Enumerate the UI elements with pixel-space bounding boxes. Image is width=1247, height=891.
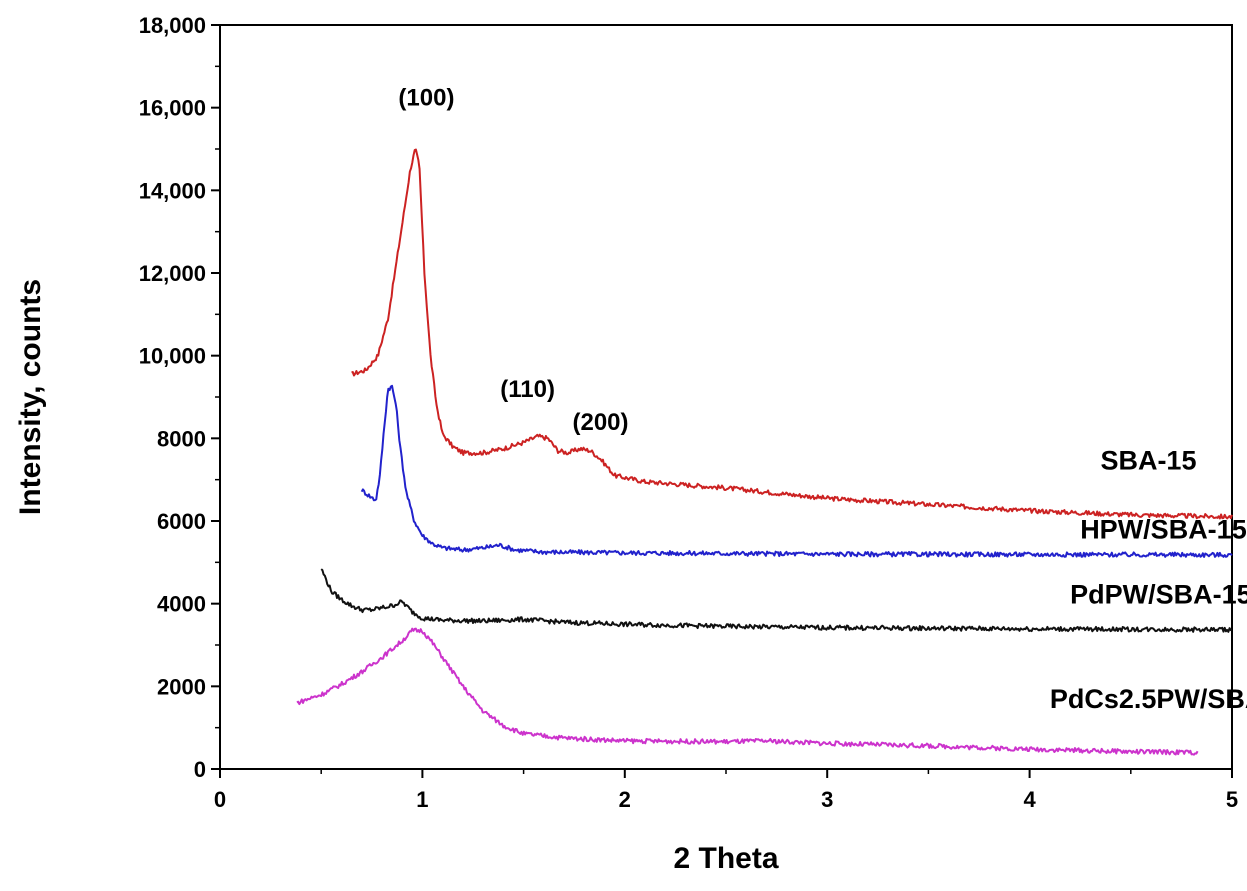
peak-annotation: (100) [398,85,454,112]
series-label-pdpw-sba-15: PdPW/SBA-15 [1070,580,1247,610]
y-axis-title: Intensity, counts [14,279,47,515]
y-tick-label: 6000 [157,509,206,534]
labels: SBA-15 HPW/SBA-15 PdPW/SBA-15 PdCs2.5PW/SBA… [398,85,1247,714]
series-line-pdpw-sba-15 [320,568,1233,633]
y-tick-label: 8000 [157,426,206,451]
series-lines [296,148,1233,756]
peak-annotation: (110) [500,376,555,403]
x-tick-label: 3 [821,787,833,812]
y-tick-label: 0 [194,757,206,782]
y-tick-label: 12,000 [139,261,206,286]
series-line-sba-15 [351,148,1233,520]
x-tick-label: 1 [416,787,428,812]
x-tick-label: 2 [619,787,631,812]
plot-frame [219,24,1233,770]
y-tick-label: 16,000 [139,96,206,121]
x-tick-label: 5 [1226,787,1238,812]
y-tick-label: 14,000 [139,178,206,203]
x-tick-label: 0 [214,787,226,812]
series-label-sba-15: SBA-15 [1100,445,1196,475]
y-tick-label: 10,000 [139,344,206,369]
x-axis-title: 2 Theta [673,842,778,875]
x-tick-label: 4 [1023,787,1036,812]
ticks: 0 1 2 3 4 5 0 2000 4000 6000 8000 10,000 12,000 14,00… [139,13,1238,812]
y-tick-label: 4000 [157,592,206,617]
series-label-pdcs2-5pw-sba-15: PdCs2.5PW/SBA-15 [1050,684,1247,714]
series-line-hpw-sba-15 [360,384,1233,558]
series-label-hpw-sba-15: HPW/SBA-15 [1080,514,1247,544]
y-tick-label: 18,000 [139,13,206,38]
peak-annotation: (200) [572,409,628,436]
series-line-pdcs2-5pw-sba-15 [296,627,1199,756]
y-tick-label: 2000 [157,674,206,699]
axes [219,24,1233,770]
